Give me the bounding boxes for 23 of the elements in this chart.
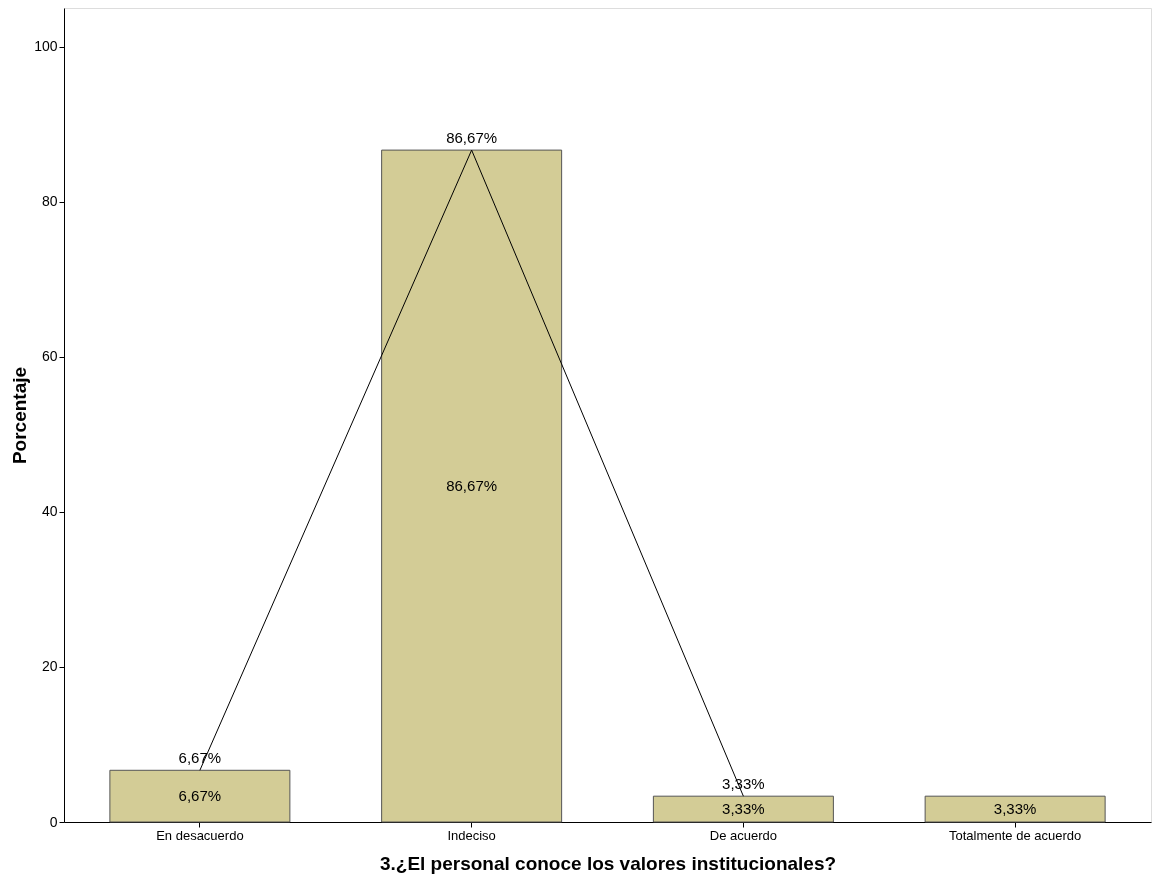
y-tick-label: 40 xyxy=(41,503,58,520)
data-label: 6,67% xyxy=(178,787,222,805)
data-label: 86,67% xyxy=(446,477,498,495)
x-tick-label: De acuerdo xyxy=(709,827,777,843)
bar xyxy=(924,795,1106,823)
y-tick-label: 20 xyxy=(41,658,58,675)
x-axis-title: 3.¿El personal conoce los valores institucionales? xyxy=(379,852,837,874)
y-tick-label: 60 xyxy=(41,348,58,365)
data-label: 3,33% xyxy=(722,800,765,818)
y-tick-label: 0 xyxy=(49,813,58,830)
x-tick-label: Totalmente de acuerdo xyxy=(948,827,1082,843)
data-label: 3,33% xyxy=(993,800,1037,818)
y-tick-label: 80 xyxy=(41,193,58,210)
y-axis-title: Porcentaje xyxy=(9,366,31,465)
y-tick-label: 100 xyxy=(34,38,58,55)
x-tick-label: Indeciso xyxy=(447,827,496,843)
data-label: 3,33% xyxy=(722,775,765,793)
data-label: 6,67% xyxy=(178,749,222,767)
data-label: 86,67% xyxy=(446,129,498,147)
x-tick-label: En desacuerdo xyxy=(156,827,244,843)
bar xyxy=(109,769,291,823)
bar xyxy=(381,149,563,823)
bar xyxy=(652,795,834,823)
